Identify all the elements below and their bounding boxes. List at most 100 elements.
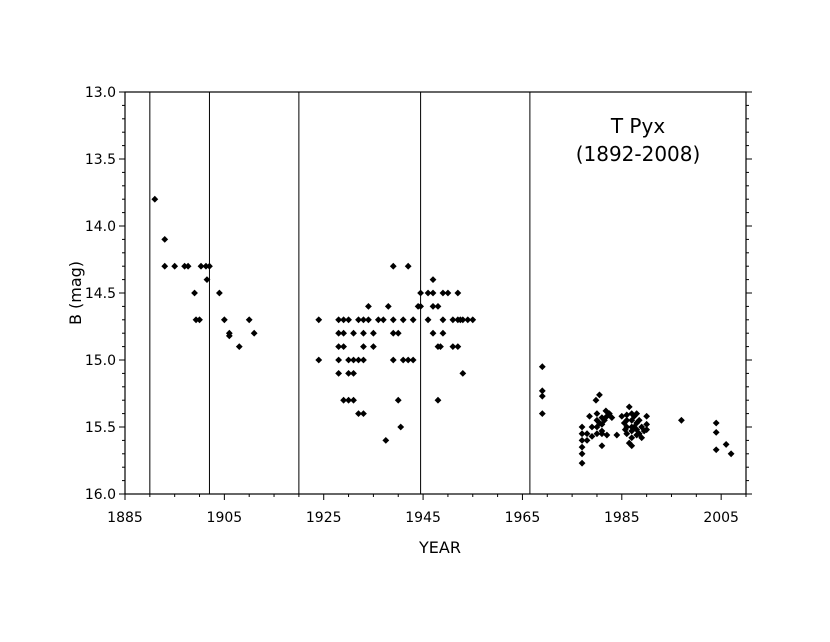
data-point [350, 396, 357, 404]
data-point [215, 289, 223, 297]
data-point [360, 410, 367, 417]
x-tick-label: 1945 [405, 510, 441, 526]
data-point [578, 450, 586, 458]
data-point [434, 396, 442, 404]
data-point [360, 356, 367, 364]
data-point [583, 430, 591, 438]
data-point [598, 430, 606, 438]
data-point [315, 356, 323, 364]
data-point [389, 329, 397, 337]
data-point [439, 316, 447, 324]
data-point [643, 420, 651, 428]
data-point [197, 262, 205, 270]
data-point [225, 332, 233, 340]
data-point [588, 423, 596, 431]
data-point [340, 329, 347, 337]
data-points [151, 195, 735, 467]
data-point [578, 437, 586, 444]
x-tick-label: 1925 [306, 510, 342, 526]
data-point [628, 442, 636, 450]
data-point [417, 303, 424, 310]
x-tick-label: 1885 [107, 510, 143, 526]
data-point [345, 396, 352, 404]
data-point [345, 356, 352, 364]
data-point [538, 387, 546, 395]
data-point [335, 370, 343, 377]
data-point [340, 316, 347, 324]
data-point [638, 423, 646, 431]
data-point [623, 430, 631, 438]
data-point [623, 423, 631, 431]
data-point [206, 262, 213, 270]
data-point [335, 329, 343, 337]
data-point [429, 289, 437, 297]
data-point [538, 392, 546, 400]
data-point [593, 430, 601, 438]
data-point [727, 450, 735, 458]
data-point [712, 428, 720, 436]
data-point [184, 262, 192, 270]
data-point [464, 316, 472, 324]
data-point [196, 316, 203, 324]
y-tick-label: 13.5 [85, 152, 116, 168]
data-point [588, 432, 596, 440]
data-point [429, 276, 437, 283]
data-point [399, 316, 407, 324]
data-point [722, 441, 730, 448]
x-tick-label: 1985 [604, 510, 640, 526]
data-point [633, 410, 641, 417]
data-point [444, 289, 452, 297]
data-point [635, 416, 643, 424]
data-point [399, 356, 407, 364]
data-point [424, 316, 432, 324]
y-tick-label: 13.0 [85, 85, 116, 101]
data-point [459, 370, 467, 377]
data-point [434, 303, 442, 310]
y-tick-label: 14.5 [85, 286, 116, 302]
data-point [365, 316, 372, 324]
data-point [220, 316, 228, 324]
data-point [608, 414, 616, 422]
data-point [382, 437, 390, 444]
data-point [633, 426, 641, 434]
data-point [712, 446, 720, 454]
y-tick-label: 16.0 [85, 487, 116, 503]
data-point [345, 316, 352, 324]
data-point [161, 236, 169, 243]
data-point [417, 289, 424, 297]
data-point [394, 329, 402, 337]
data-point [596, 391, 603, 399]
data-point [374, 316, 382, 324]
data-point [630, 423, 638, 431]
data-point [235, 343, 243, 350]
data-point [409, 316, 417, 324]
data-point [712, 419, 720, 427]
y-axis-title: B (mag) [66, 261, 85, 325]
data-point [643, 412, 651, 420]
data-point [598, 414, 606, 422]
data-point [437, 343, 444, 350]
data-point [335, 356, 343, 364]
data-point [350, 356, 357, 364]
data-point [578, 430, 586, 438]
data-point [340, 343, 347, 350]
data-point [335, 343, 343, 350]
data-point [469, 316, 477, 324]
x-tick-label: 1965 [505, 510, 541, 526]
chart-subtitle: (1892-2008) [576, 142, 701, 166]
data-point [389, 356, 397, 364]
data-point [370, 343, 377, 350]
data-point [397, 423, 405, 431]
data-point [409, 356, 417, 364]
data-point [315, 316, 323, 324]
x-tick-label: 2005 [703, 510, 739, 526]
data-point [350, 370, 357, 377]
data-point [424, 289, 432, 297]
y-tick-label: 14.0 [85, 219, 116, 235]
data-point [360, 343, 367, 350]
data-point [598, 420, 606, 428]
data-point [621, 426, 629, 434]
data-point [389, 316, 397, 324]
data-point [449, 343, 457, 350]
data-point [593, 410, 601, 417]
